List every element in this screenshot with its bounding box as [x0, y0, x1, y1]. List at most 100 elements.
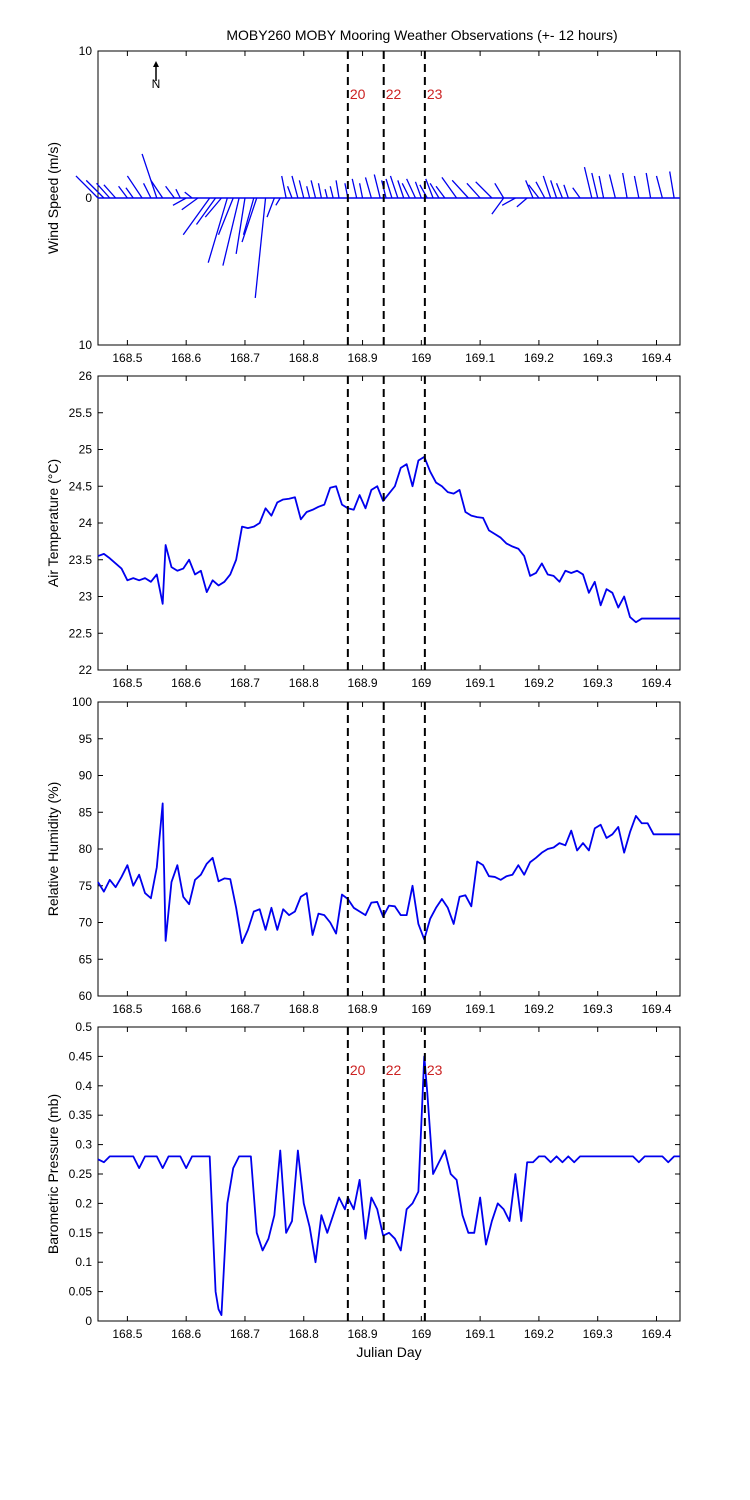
wind-vector: [441, 177, 458, 199]
y-tick-label: 0.25: [69, 1167, 93, 1181]
x-tick-label: 169.1: [465, 1327, 495, 1341]
panel-air_temperature: 168.5 168.6 168.7 168.8 168.9 169 169.1 169.2 16…: [45, 369, 681, 690]
plot-frame: [97, 375, 681, 671]
wind-vector: [204, 197, 222, 218]
x-tick-label: 169: [411, 1002, 431, 1016]
wind-vector: [242, 197, 255, 235]
x-tick-label: 168.5: [112, 351, 142, 365]
wind-vector: [317, 183, 323, 199]
series-line-relative_humidity: [97, 802, 680, 944]
wind-vector: [381, 180, 387, 199]
wind-vector: [397, 180, 405, 199]
wind-vector: [165, 185, 175, 199]
x-tick-label: 169.3: [583, 351, 613, 365]
wind-vector: [669, 171, 675, 199]
x-tick-label: 169.1: [465, 1002, 495, 1016]
x-tick-label: 169.4: [641, 1327, 671, 1341]
figure-title: MOBY260 MOBY Mooring Weather Observation…: [226, 27, 617, 43]
x-tick-label: 168.5: [112, 676, 142, 690]
wind-vector: [525, 180, 534, 199]
y-tick-label: 0.2: [75, 1196, 92, 1210]
y-tick-label: 0: [85, 1314, 92, 1328]
x-tick-label: 168.6: [171, 1327, 201, 1341]
wind-vector: [310, 180, 317, 199]
x-tick-label: 168.6: [171, 1002, 201, 1016]
wind-vector: [172, 197, 187, 206]
x-tick-label: 168.9: [348, 1327, 378, 1341]
wind-vector: [419, 184, 428, 199]
wind-vector: [633, 175, 640, 199]
wind-vector: [266, 197, 275, 218]
wind-vector: [142, 183, 152, 199]
x-tick-label: 168.7: [230, 1002, 260, 1016]
panel-relative_humidity: 168.5 168.6 168.7 168.8 168.9 169 169.1 169.2 16…: [45, 695, 681, 1016]
wind-vector: [501, 197, 516, 206]
x-tick-label: 168.7: [230, 676, 260, 690]
x-tick-label: 169.3: [583, 1002, 613, 1016]
wind-vector: [175, 188, 181, 199]
x-tick-label: 168.8: [289, 351, 319, 365]
x-tick-label: 169.3: [583, 676, 613, 690]
wind-vector: [583, 166, 593, 199]
y-tick-label: 0.3: [75, 1138, 92, 1152]
wind-vector: [591, 172, 599, 199]
wind-vector: [622, 172, 628, 199]
wind-vector: [406, 178, 417, 199]
x-tick-label: 169.4: [641, 351, 671, 365]
wind-vector: [389, 175, 399, 199]
x-tick-label: 169.1: [465, 676, 495, 690]
wind-vector: [85, 179, 105, 199]
y-tick-label: 25.5: [69, 406, 93, 420]
y-tick-label: 0.15: [69, 1226, 93, 1240]
wind-vector: [401, 183, 411, 199]
x-tick-label: 169: [411, 676, 431, 690]
wind-vector: [598, 175, 605, 199]
wind-vector: [181, 197, 199, 211]
wind-vector: [207, 197, 228, 263]
x-tick-label: 169.4: [641, 1002, 671, 1016]
wind-vector: [364, 177, 372, 199]
plot-frame: [97, 701, 681, 997]
y-tick-label: 70: [79, 916, 93, 930]
x-tick-label: 168.7: [230, 1327, 260, 1341]
y-tick-label: 65: [79, 952, 93, 966]
y-tick-label: 95: [79, 732, 93, 746]
wind-vector: [435, 185, 446, 199]
y-tick-label: 24: [79, 516, 93, 530]
wind-vector: [491, 197, 505, 215]
x-tick-label: 169.1: [465, 351, 495, 365]
wind-vector: [645, 172, 652, 199]
wind-vector: [385, 178, 393, 199]
y-tick-label: 23.5: [69, 553, 93, 567]
wind-vector: [222, 197, 240, 266]
y-tick-label: 22.5: [69, 626, 93, 640]
event-marker-label: 23: [427, 1062, 443, 1078]
north-label: N: [152, 77, 161, 91]
wind-vector: [351, 178, 358, 199]
wind-vector: [281, 175, 287, 199]
x-tick-label: 168.7: [230, 351, 260, 365]
wind-vector: [217, 197, 234, 235]
wind-vector: [563, 184, 569, 199]
y-tick-label: 100: [72, 695, 92, 709]
x-tick-label: 169.4: [641, 676, 671, 690]
event-marker-label: 23: [427, 86, 443, 102]
y-tick-label: 0.05: [69, 1285, 93, 1299]
y-tick-label: 0.4: [75, 1079, 92, 1093]
y-tick-label: 10: [79, 338, 93, 352]
wind-vector: [335, 180, 340, 199]
wind-vector: [103, 184, 117, 199]
wind-vector: [608, 174, 616, 199]
x-tick-label: 168.5: [112, 1327, 142, 1341]
wind-vector: [555, 183, 564, 199]
wind-vector: [550, 180, 558, 199]
wind-vector: [275, 197, 281, 206]
y-tick-label: 10: [79, 44, 93, 58]
panel-wind: 168.5 168.6 168.7 168.8 168.9 169 169.1 169.2 16…: [45, 44, 681, 365]
y-tick-label: 25: [79, 443, 93, 457]
wind-vector: [150, 179, 164, 199]
x-tick-label: 168.6: [171, 676, 201, 690]
event-marker-label: 20: [350, 1062, 366, 1078]
y-tick-label: 0.1: [75, 1255, 92, 1269]
x-tick-label: 168.9: [348, 1002, 378, 1016]
